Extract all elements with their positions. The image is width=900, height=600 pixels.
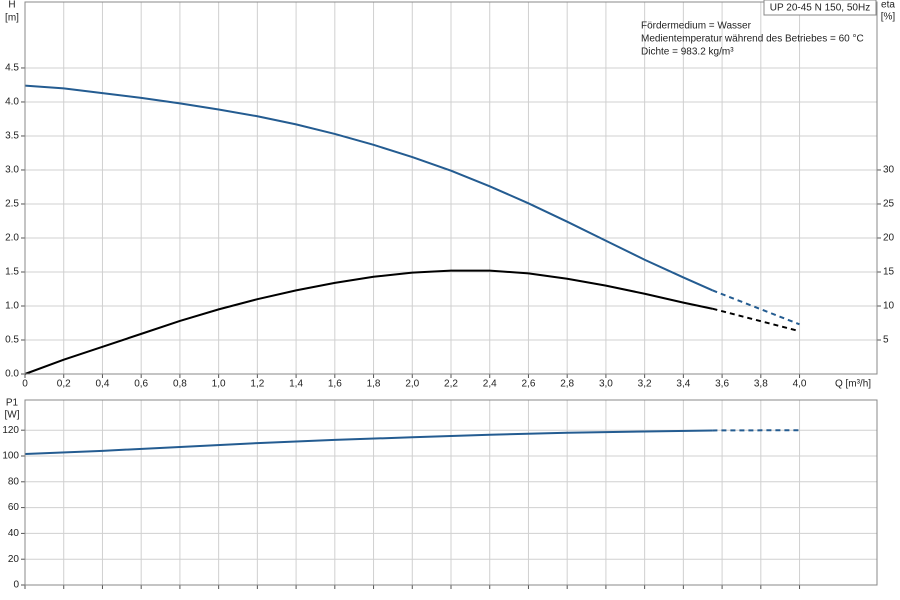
x-tick-label: 3,0 <box>599 379 613 390</box>
annotation: Fördermedium = Wasser <box>641 21 752 32</box>
x-tick-label: 3,8 <box>754 379 768 390</box>
x-tick-label: 3,2 <box>638 379 652 390</box>
x-tick-label: 1,6 <box>328 379 342 390</box>
data-line <box>712 307 800 333</box>
y-tick-label: 3.0 <box>5 165 19 176</box>
y-tick-label: 20 <box>8 554 20 565</box>
x-tick-label: 1,4 <box>289 379 303 390</box>
x-tick-label: 2,2 <box>444 379 458 390</box>
y-tick-label: 100 <box>2 451 19 462</box>
y2-axis-label: eta <box>881 0 895 11</box>
y2-tick-label: 5 <box>883 335 889 346</box>
x-tick-label: 2,0 <box>405 379 419 390</box>
y2-axis-unit: [%] <box>881 12 896 23</box>
y-tick-label: 60 <box>8 502 20 513</box>
x-tick-label: 0,8 <box>173 379 187 390</box>
y-axis-unit: [W] <box>5 410 20 421</box>
x-tick-label: 0,6 <box>134 379 148 390</box>
top-frame <box>24 1 878 375</box>
y2-tick-label: 15 <box>883 267 895 278</box>
x-tick-label: 2,8 <box>560 379 574 390</box>
y-axis-label: P1 <box>6 398 19 409</box>
title-box <box>763 0 877 16</box>
x-tick-label: 0 <box>22 379 28 390</box>
y2-tick-label: 25 <box>883 199 895 210</box>
x-tick-label: 0,2 <box>57 379 71 390</box>
bottom-frame <box>24 399 878 586</box>
y-tick-label: 80 <box>8 476 20 487</box>
y2-tick-label: 30 <box>883 165 895 176</box>
x-tick-label: 1,0 <box>212 379 226 390</box>
x-tick-label: 4,0 <box>793 379 807 390</box>
data-line <box>24 269 713 375</box>
y-tick-label: 0.0 <box>5 369 19 380</box>
y-axis-unit: [m] <box>5 13 19 24</box>
y2-tick-label: 20 <box>883 233 895 244</box>
data-line <box>712 289 800 326</box>
x-tick-label: 0,4 <box>96 379 110 390</box>
y-tick-label: 1.0 <box>5 301 19 312</box>
y-tick-label: 2.5 <box>5 199 19 210</box>
chart-title: UP 20-45 N 150, 50Hz <box>770 3 870 14</box>
x-tick-label: 2,4 <box>483 379 497 390</box>
y-tick-label: 4.5 <box>5 63 19 74</box>
x-tick-label: 3,4 <box>676 379 690 390</box>
annotation: Dichte = 983.2 kg/m³ <box>641 47 734 58</box>
y-tick-label: 40 <box>8 528 20 539</box>
y-tick-label: 1.5 <box>5 267 19 278</box>
y-tick-label: 3.5 <box>5 131 19 142</box>
x-tick-label: 2,6 <box>522 379 536 390</box>
y-tick-label: 2.0 <box>5 233 19 244</box>
data-line <box>24 84 713 292</box>
annotation: Medientemperatur während des Betriebes =… <box>641 34 864 45</box>
y2-tick-label: 10 <box>883 301 895 312</box>
x-tick-label: 1,2 <box>250 379 264 390</box>
data-line <box>24 429 713 456</box>
y-axis-label: H <box>8 0 15 11</box>
y-tick-label: 0.5 <box>5 335 19 346</box>
plot-layer: 0 0,2 0,4 0,6 0,8 1,0 1,2 1,4 1,6 1,8 2,0 2,2 2,4 2,6… <box>2 2 895 591</box>
x-tick-label: 1,8 <box>367 379 381 390</box>
x-tick-label: 3,6 <box>715 379 729 390</box>
y-tick-label: 0 <box>13 580 19 591</box>
y-tick-label: 4.0 <box>5 97 19 108</box>
x-axis-label: Q [m³/h] <box>835 379 871 390</box>
y-tick-label: 120 <box>2 425 19 436</box>
